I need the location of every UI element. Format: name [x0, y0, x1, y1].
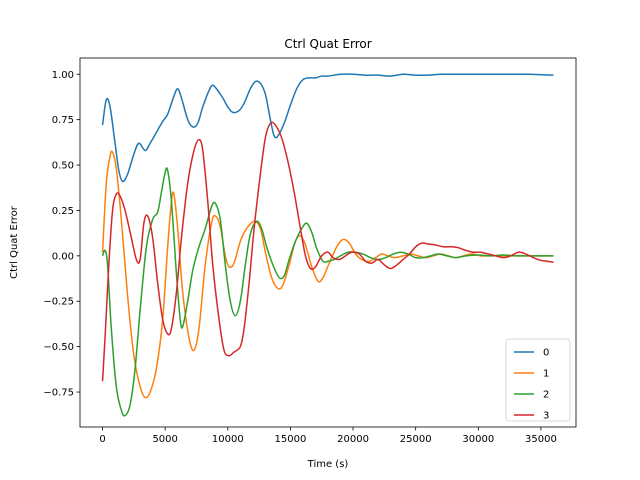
x-tick-label: 20000	[337, 434, 369, 445]
chart-title: Ctrl Quat Error	[284, 37, 371, 51]
x-tick-label: 30000	[462, 434, 494, 445]
legend-label-0: 0	[543, 348, 549, 359]
y-tick-label: −0.25	[43, 297, 74, 308]
x-tick-label: 25000	[400, 434, 432, 445]
plot-area	[79, 57, 577, 428]
x-tick-label: 5000	[152, 434, 177, 445]
legend: 0 1 2 3	[505, 338, 571, 422]
x-tick-label: 35000	[525, 434, 557, 445]
series-line-0	[101, 73, 554, 183]
x-axis: 0 5000 10000 15000 20000 25000 30000 35000	[99, 427, 557, 445]
x-tick-label: 0	[99, 434, 105, 445]
x-tick-label: 10000	[212, 434, 244, 445]
y-axis-label: Ctrl Quat Error	[9, 205, 20, 279]
y-axis: −0.75 −0.50 −0.25 0.00 0.25 0.50 0.75 1.00	[43, 70, 80, 399]
series-line-3	[101, 121, 554, 382]
axes-frame	[79, 57, 577, 428]
x-tick-label: 15000	[275, 434, 307, 445]
y-tick-label: 0.75	[52, 115, 74, 126]
legend-label-2: 2	[543, 390, 549, 401]
y-tick-label: 0.25	[52, 206, 74, 217]
y-tick-label: −0.75	[43, 388, 74, 399]
series-line-2	[101, 167, 554, 417]
legend-box	[505, 338, 571, 422]
series-layer	[101, 73, 554, 417]
legend-label-1: 1	[543, 369, 549, 380]
series-line-1	[101, 150, 554, 399]
y-tick-label: 1.00	[52, 70, 74, 81]
legend-label-3: 3	[543, 411, 549, 422]
y-tick-label: −0.50	[43, 342, 74, 353]
y-tick-label: 0.50	[52, 161, 74, 172]
x-axis-label: Time (s)	[307, 459, 349, 470]
y-tick-label: 0.00	[52, 251, 74, 262]
